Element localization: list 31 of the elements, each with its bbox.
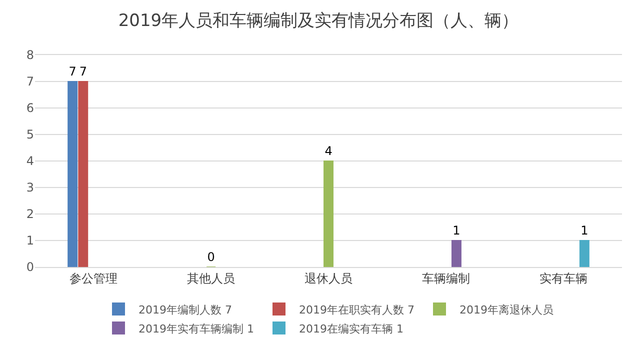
- data-label: 4: [324, 144, 332, 158]
- x-tick-label: 退休人员: [304, 271, 352, 286]
- y-tick-label: 2: [26, 207, 34, 222]
- y-tick-label: 7: [26, 74, 34, 89]
- y-tick-label: 0: [26, 260, 34, 274]
- y-tick-label: 3: [26, 180, 34, 195]
- x-tick-label: 参公管理: [70, 271, 118, 286]
- legend-label: 2019年在职实有人数 7: [299, 303, 414, 316]
- bar: [78, 81, 88, 267]
- y-tick-label: 1: [26, 234, 34, 248]
- y-tick-label: 6: [26, 101, 34, 116]
- data-label: 1: [452, 224, 460, 238]
- x-tick-label: 车辆编制: [422, 271, 470, 286]
- bar: [579, 240, 590, 267]
- legend-label: 2019年编制人数 7: [138, 303, 232, 316]
- legend-label: 2019年离退休人员: [460, 303, 554, 316]
- x-tick-label: 其他人员: [187, 271, 236, 286]
- chart-title: 2019年人员和车辆编制及实有情况分布图（人、辆）: [118, 11, 519, 32]
- x-tick-label: 实有车辆: [539, 271, 588, 286]
- bar: [68, 81, 78, 267]
- data-label: 0: [207, 250, 215, 264]
- y-tick-label: 8: [26, 48, 34, 62]
- legend-label: 2019年实有车辆编制 1: [138, 322, 254, 336]
- legend-label: 2019在编实有车辆 1: [299, 322, 404, 336]
- y-tick-label: 4: [26, 154, 34, 168]
- data-label: 7: [68, 64, 76, 78]
- y-tick-label: 5: [26, 128, 34, 142]
- data-label: 1: [580, 224, 588, 238]
- data-label: 7: [79, 64, 87, 78]
- bar: [451, 240, 462, 267]
- bar: [324, 160, 334, 267]
